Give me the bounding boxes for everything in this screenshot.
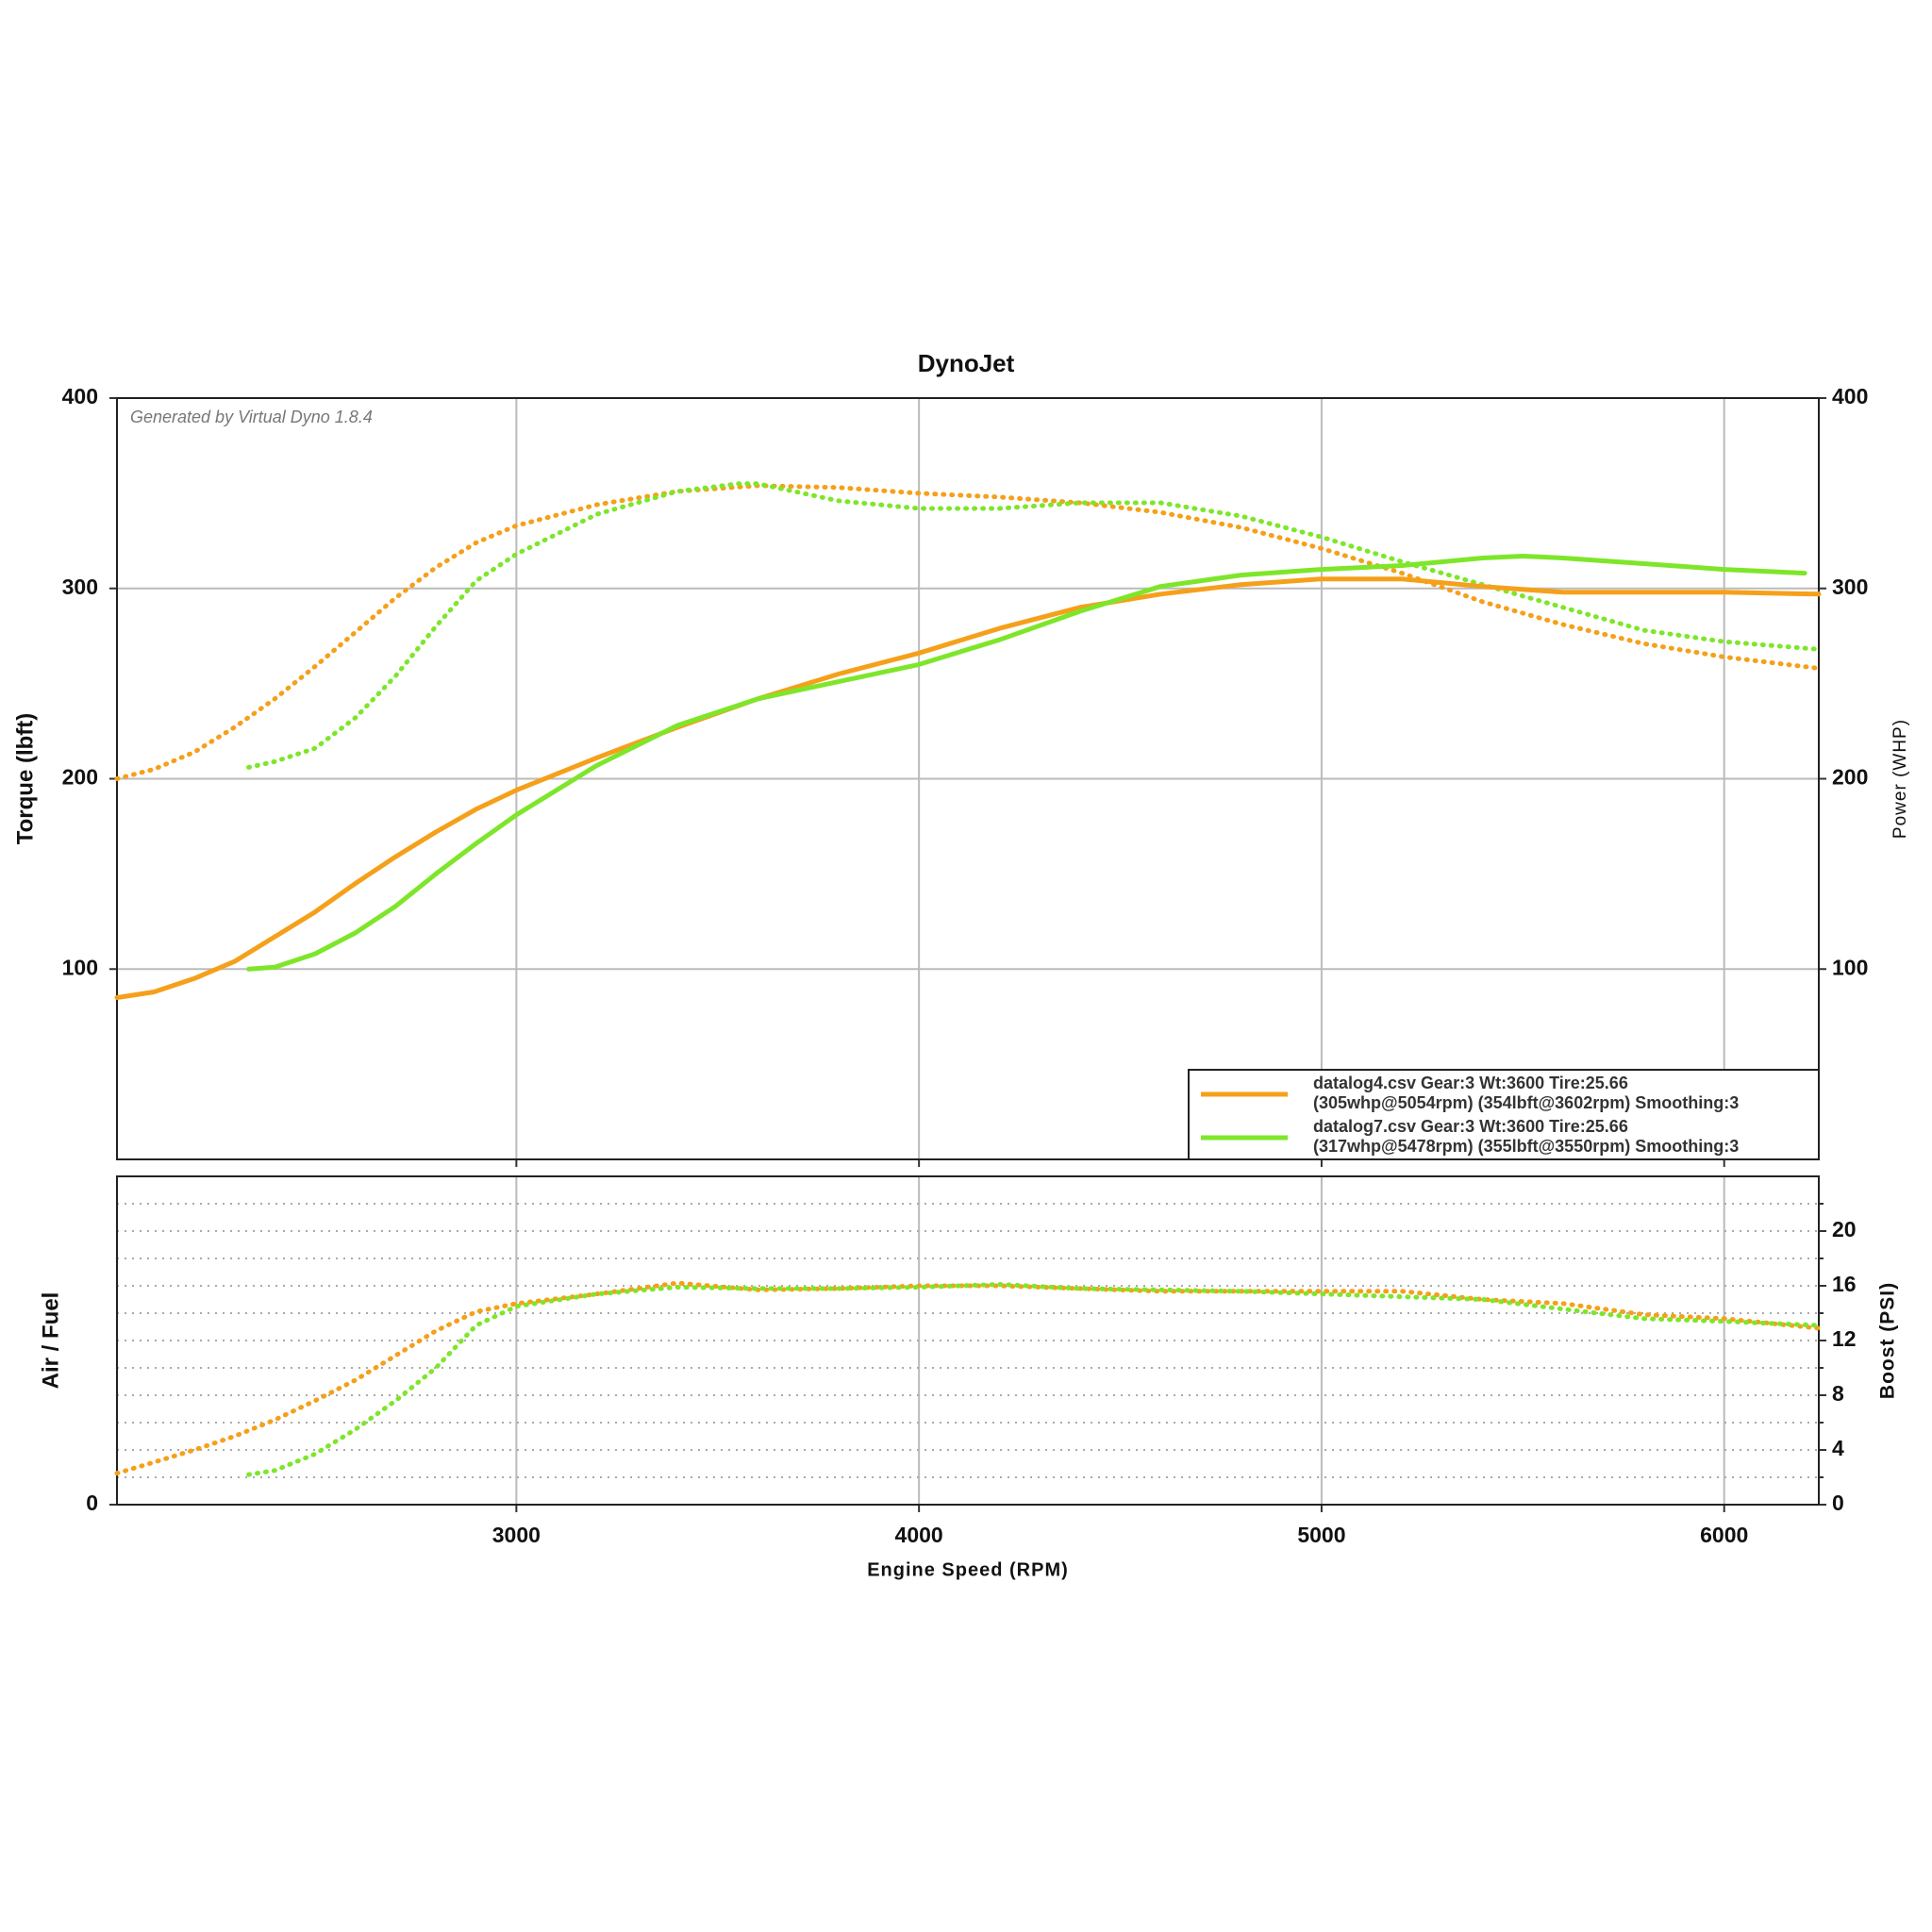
y2-tick-label: 20 bbox=[1832, 1217, 1857, 1241]
chart-title: DynoJet bbox=[918, 349, 1015, 377]
legend-box bbox=[1188, 1069, 1820, 1160]
y-axis-title: Torque (lbft) bbox=[12, 713, 38, 845]
x-tick-label: 3000 bbox=[492, 1523, 541, 1547]
y2-tick-label: 16 bbox=[1832, 1272, 1857, 1296]
x-tick-label: 6000 bbox=[1700, 1523, 1748, 1547]
x-tick-label: 4000 bbox=[895, 1523, 943, 1547]
y-tick-label: 400 bbox=[62, 384, 98, 408]
y-tick-label: 0 bbox=[86, 1491, 98, 1515]
x-tick-label: 5000 bbox=[1297, 1523, 1345, 1547]
legend-label: (305whp@5054rpm) (354lbft@3602rpm) Smoot… bbox=[1313, 1093, 1739, 1112]
y2-tick-label: 0 bbox=[1832, 1491, 1844, 1515]
series-line bbox=[114, 1280, 1822, 1476]
annotation: Generated by Virtual Dyno 1.8.4 bbox=[130, 408, 373, 426]
y2-tick-label: 12 bbox=[1832, 1326, 1857, 1351]
y2-tick-label: 8 bbox=[1832, 1381, 1844, 1406]
legend-label: datalog4.csv Gear:3 Wt:3600 Tire:25.66 bbox=[1313, 1074, 1628, 1092]
y2-axis-title: Power (WHP) bbox=[1890, 719, 1910, 839]
series-line bbox=[114, 483, 1822, 781]
y-tick-label: 100 bbox=[62, 955, 98, 979]
legend-label: datalog7.csv Gear:3 Wt:3600 Tire:25.66 bbox=[1313, 1117, 1628, 1136]
plot-frame bbox=[116, 1175, 1820, 1506]
y2-axis-title: Boost (PSI) bbox=[1877, 1282, 1899, 1399]
y-tick-label: 200 bbox=[62, 765, 98, 790]
y2-tick-label: 300 bbox=[1832, 575, 1868, 599]
y2-tick-label: 400 bbox=[1832, 384, 1868, 408]
y2-tick-label: 4 bbox=[1832, 1436, 1844, 1460]
series-line bbox=[246, 554, 1807, 972]
y-tick-label: 300 bbox=[62, 575, 98, 599]
legend-label: (317whp@5478rpm) (355lbft@3550rpm) Smoot… bbox=[1313, 1137, 1739, 1156]
y2-tick-label: 100 bbox=[1832, 955, 1868, 979]
y2-tick-label: 200 bbox=[1832, 765, 1868, 790]
y-axis-title: Air / Fuel bbox=[38, 1292, 63, 1390]
x-axis-title: Engine Speed (RPM) bbox=[867, 1559, 1069, 1580]
